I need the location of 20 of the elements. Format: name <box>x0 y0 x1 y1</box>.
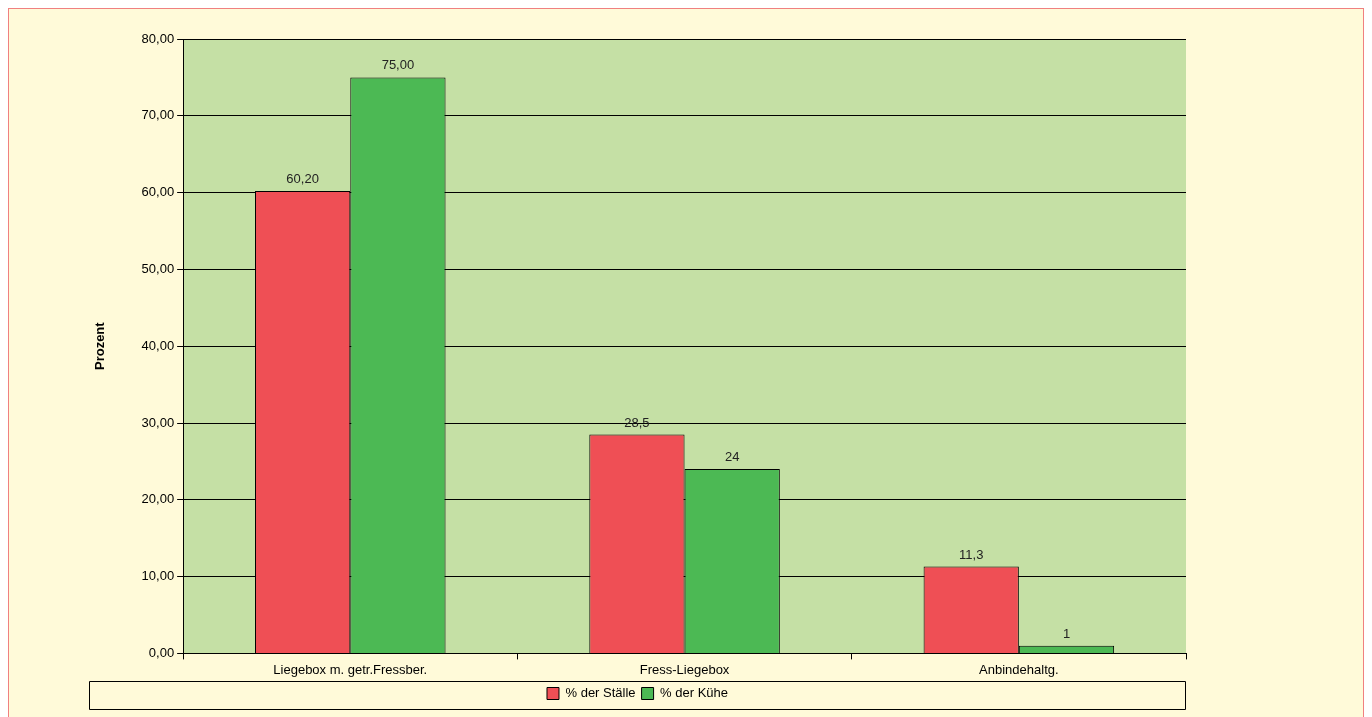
y-tick-label: 0,00 <box>148 644 175 660</box>
y-tick-label: 30,00 <box>141 414 175 430</box>
y-axis-title: Prozent <box>92 321 108 371</box>
y-tick-label: 50,00 <box>141 260 175 276</box>
data-label: 11,3 <box>959 546 984 562</box>
legend-label: % der Ställe <box>565 685 636 701</box>
x-tick-label: Anbindehaltg. <box>979 661 1059 677</box>
data-label: 24 <box>724 449 740 465</box>
x-tick-label: Fress-Liegebox <box>639 661 730 677</box>
y-tick-label: 40,00 <box>141 337 175 353</box>
y-tick-label: 70,00 <box>141 107 175 123</box>
data-label: 1 <box>1062 625 1071 641</box>
y-tick-label: 80,00 <box>141 30 175 46</box>
x-tick-label: Liegebox m. getr.Fressber. <box>273 661 428 677</box>
y-tick-label: 60,00 <box>141 184 175 200</box>
data-label: 60,20 <box>286 171 319 187</box>
y-tick-label: 20,00 <box>141 491 175 507</box>
data-label: 75,00 <box>381 57 415 73</box>
legend-label: % der Kühe <box>660 685 729 701</box>
y-tick-label: 10,00 <box>141 568 175 584</box>
